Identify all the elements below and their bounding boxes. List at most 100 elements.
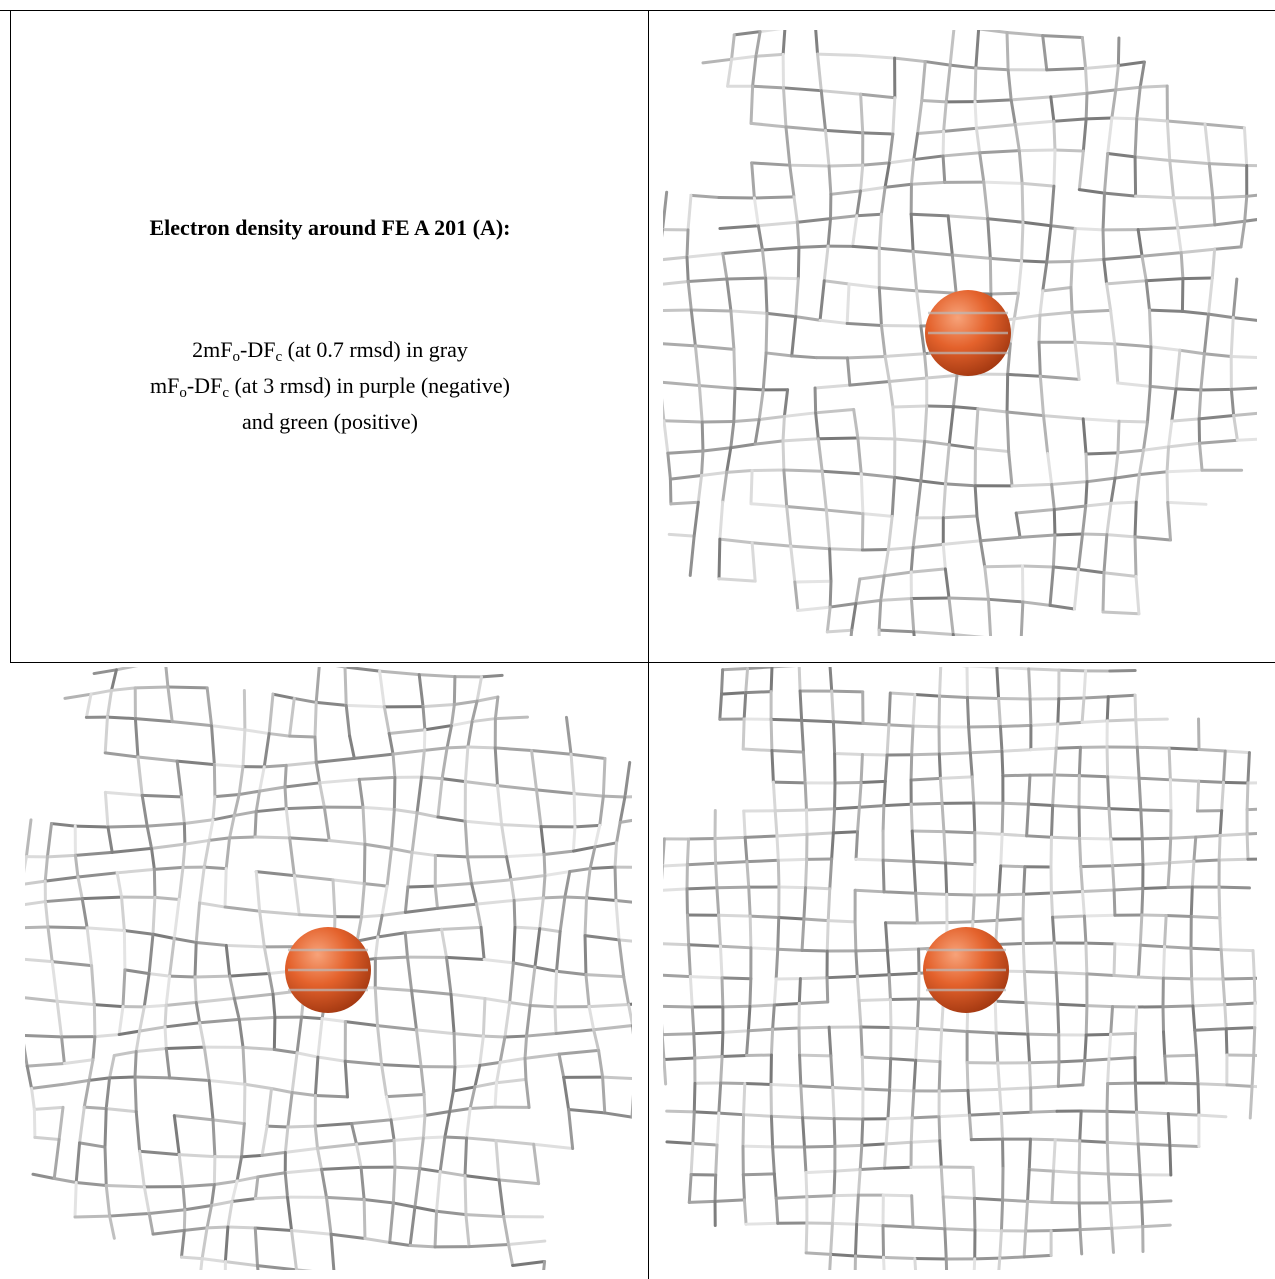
mesh-line (1133, 1081, 1139, 1114)
mesh-line (1231, 316, 1257, 322)
mesh-line (765, 311, 798, 319)
mesh-line (1197, 414, 1236, 421)
mesh-line (262, 945, 271, 976)
mesh-line (663, 1004, 694, 1009)
mesh-line (945, 892, 976, 897)
mesh-line (553, 1005, 558, 1035)
mesh-line (25, 925, 50, 930)
mesh-line (741, 747, 774, 753)
mesh-line (1223, 1003, 1228, 1031)
mesh-line (798, 689, 804, 722)
mesh-line (1165, 119, 1172, 163)
mesh-line (663, 255, 689, 262)
mesh-line (327, 838, 367, 846)
mesh-line (193, 974, 232, 979)
mesh-line (825, 919, 830, 953)
mesh-line (853, 888, 886, 894)
mesh-line (1231, 277, 1239, 320)
mesh-line (781, 414, 786, 443)
mesh-line (1138, 943, 1166, 949)
mesh-line (887, 376, 929, 383)
mesh-line (719, 1055, 724, 1085)
density-image (663, 667, 1257, 1270)
mesh-line (1113, 451, 1120, 480)
mesh-line (465, 855, 474, 886)
mesh-line (881, 858, 886, 894)
mesh-line (688, 975, 694, 1009)
mesh-line (554, 1028, 596, 1035)
mesh-line (324, 1195, 366, 1202)
mesh-line (555, 930, 562, 973)
mesh-line (1082, 669, 1088, 700)
mesh-line (313, 735, 318, 764)
mesh-line (751, 54, 758, 88)
mesh-line (354, 1138, 396, 1146)
mesh-line (1180, 309, 1211, 316)
mesh-line (1016, 259, 1024, 295)
mesh-line (445, 745, 470, 750)
mesh-line (105, 688, 113, 719)
mesh-line (854, 949, 859, 978)
mesh-line (697, 384, 737, 390)
mesh-line (172, 936, 198, 944)
mesh-line (497, 1178, 541, 1186)
mesh-line (1141, 1223, 1172, 1229)
mesh-line (243, 728, 271, 736)
mesh-line (448, 1089, 455, 1114)
caption-text: (at 0.7 rmsd) in gray (282, 337, 468, 362)
mesh-line (1110, 1225, 1145, 1230)
mesh-line (941, 1195, 976, 1200)
mesh-line (825, 605, 832, 634)
mesh-line (592, 1024, 632, 1032)
mesh-line (213, 793, 241, 799)
mesh-line (1026, 1032, 1032, 1065)
mesh-line (585, 867, 592, 900)
mesh-line (1052, 148, 1057, 188)
mesh-line (232, 992, 275, 1000)
mesh-line (831, 1085, 865, 1091)
mesh-line (43, 900, 50, 929)
mesh-line (1014, 507, 1056, 515)
mesh-line (909, 596, 916, 634)
mesh-line (911, 249, 954, 257)
mesh-line (824, 508, 832, 551)
mesh-line (720, 1030, 725, 1059)
mesh-line (117, 1005, 125, 1037)
mesh-line (1137, 470, 1169, 477)
mesh-line (614, 899, 632, 904)
mesh-line (1133, 535, 1172, 542)
mesh-line (1105, 718, 1138, 723)
mesh-line (198, 865, 206, 905)
mesh-line (1005, 410, 1046, 418)
mesh-line (757, 414, 786, 422)
mesh-line (1078, 1226, 1114, 1232)
mesh-line (147, 932, 155, 976)
mesh-line (828, 579, 833, 609)
mesh-line (764, 351, 794, 358)
mesh-line (754, 52, 785, 58)
mesh-line (1006, 372, 1042, 378)
mesh-line (1109, 837, 1115, 868)
mesh-line (163, 1025, 168, 1051)
mesh-line (385, 846, 394, 888)
mesh-line (831, 720, 865, 725)
mesh-line (445, 724, 454, 750)
mesh-line (1005, 30, 1045, 38)
mesh-line (830, 689, 835, 724)
mesh-line (1028, 1060, 1061, 1065)
mesh-line (1082, 695, 1110, 700)
mesh-line (147, 1211, 155, 1236)
mesh-line (1107, 1056, 1137, 1061)
mesh-line (1116, 419, 1121, 455)
mesh-line (1199, 352, 1206, 392)
mesh-line (857, 999, 863, 1029)
mesh-line (831, 830, 860, 835)
mesh-line (479, 925, 486, 961)
mesh-line (1024, 1001, 1060, 1006)
mesh-line (1051, 1169, 1081, 1175)
mesh-line (995, 917, 1025, 922)
mesh-line (879, 185, 887, 216)
mesh-line (253, 1226, 294, 1233)
mesh-line (1174, 387, 1203, 392)
mesh-line (861, 512, 894, 518)
